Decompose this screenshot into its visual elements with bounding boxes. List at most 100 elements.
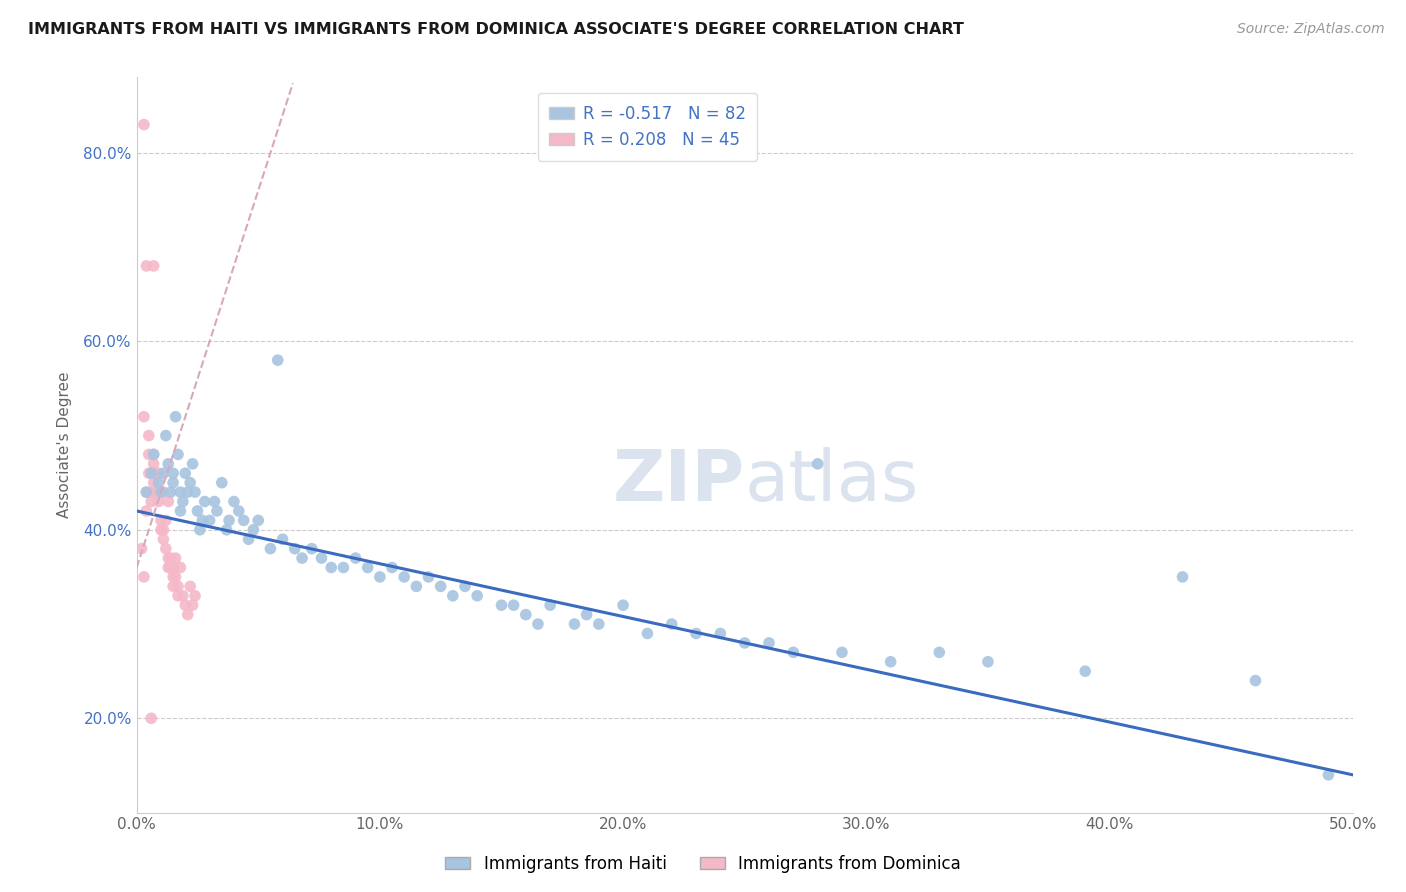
Point — [928, 645, 950, 659]
Point — [165, 409, 187, 424]
Point — [181, 598, 204, 612]
Point — [177, 607, 200, 622]
Point — [538, 598, 561, 612]
Point — [527, 617, 550, 632]
Point — [167, 447, 190, 461]
Point — [145, 467, 167, 481]
Point — [184, 485, 207, 500]
Point — [502, 598, 524, 612]
Point — [491, 598, 513, 612]
Point — [167, 589, 190, 603]
Point — [172, 494, 194, 508]
Point — [135, 485, 157, 500]
Point — [454, 579, 477, 593]
Point — [1074, 664, 1097, 678]
Point — [267, 353, 290, 368]
Point — [149, 513, 172, 527]
Point — [162, 579, 184, 593]
Point — [284, 541, 307, 556]
Y-axis label: Associate's Degree: Associate's Degree — [58, 372, 72, 518]
Point — [357, 560, 380, 574]
Point — [138, 428, 160, 442]
Point — [204, 494, 226, 508]
Point — [138, 467, 160, 481]
Point — [167, 579, 190, 593]
Point — [159, 551, 181, 566]
Point — [162, 560, 184, 574]
Point — [142, 447, 165, 461]
Point — [211, 475, 233, 490]
Legend: Immigrants from Haiti, Immigrants from Dominica: Immigrants from Haiti, Immigrants from D… — [439, 848, 967, 880]
Text: atlas: atlas — [745, 447, 920, 516]
Point — [135, 259, 157, 273]
Point — [198, 513, 221, 527]
Point — [165, 551, 187, 566]
Point — [142, 259, 165, 273]
Point — [709, 626, 731, 640]
Point — [344, 551, 367, 566]
Point — [162, 570, 184, 584]
Point — [465, 589, 488, 603]
Point — [141, 711, 163, 725]
Legend: R = -0.517   N = 82, R = 0.208   N = 45: R = -0.517 N = 82, R = 0.208 N = 45 — [537, 93, 758, 161]
Point — [205, 504, 228, 518]
Point — [135, 504, 157, 518]
Point — [135, 485, 157, 500]
Point — [179, 475, 201, 490]
Point — [636, 626, 658, 640]
Point — [152, 467, 174, 481]
Point — [418, 570, 440, 584]
Point — [132, 570, 155, 584]
Point — [232, 513, 254, 527]
Point — [162, 475, 184, 490]
Text: IMMIGRANTS FROM HAITI VS IMMIGRANTS FROM DOMINICA ASSOCIATE'S DEGREE CORRELATION: IMMIGRANTS FROM HAITI VS IMMIGRANTS FROM… — [28, 22, 965, 37]
Point — [188, 523, 211, 537]
Point — [142, 475, 165, 490]
Point — [311, 551, 333, 566]
Point — [381, 560, 404, 574]
Point — [222, 494, 245, 508]
Point — [149, 485, 172, 500]
Point — [831, 645, 853, 659]
Point — [138, 447, 160, 461]
Point — [228, 504, 250, 518]
Point — [132, 409, 155, 424]
Point — [564, 617, 586, 632]
Point — [332, 560, 354, 574]
Point — [155, 541, 177, 556]
Point — [157, 551, 180, 566]
Point — [368, 570, 391, 584]
Point — [152, 523, 174, 537]
Point — [612, 598, 634, 612]
Point — [405, 579, 427, 593]
Point — [174, 467, 197, 481]
Point — [152, 533, 174, 547]
Point — [259, 541, 281, 556]
Point — [145, 485, 167, 500]
Point — [194, 494, 217, 508]
Point — [157, 560, 180, 574]
Point — [661, 617, 683, 632]
Point — [191, 513, 214, 527]
Point — [575, 607, 598, 622]
Point — [155, 513, 177, 527]
Point — [734, 636, 756, 650]
Point — [215, 523, 238, 537]
Point — [301, 541, 323, 556]
Point — [165, 570, 187, 584]
Point — [157, 494, 180, 508]
Point — [149, 523, 172, 537]
Point — [321, 560, 343, 574]
Point — [131, 541, 153, 556]
Point — [588, 617, 610, 632]
Point — [271, 533, 294, 547]
Point — [782, 645, 804, 659]
Point — [685, 626, 707, 640]
Point — [155, 428, 177, 442]
Point — [174, 598, 197, 612]
Point — [181, 457, 204, 471]
Point — [132, 118, 155, 132]
Point — [159, 560, 181, 574]
Point — [291, 551, 314, 566]
Text: ZIP: ZIP — [613, 447, 745, 516]
